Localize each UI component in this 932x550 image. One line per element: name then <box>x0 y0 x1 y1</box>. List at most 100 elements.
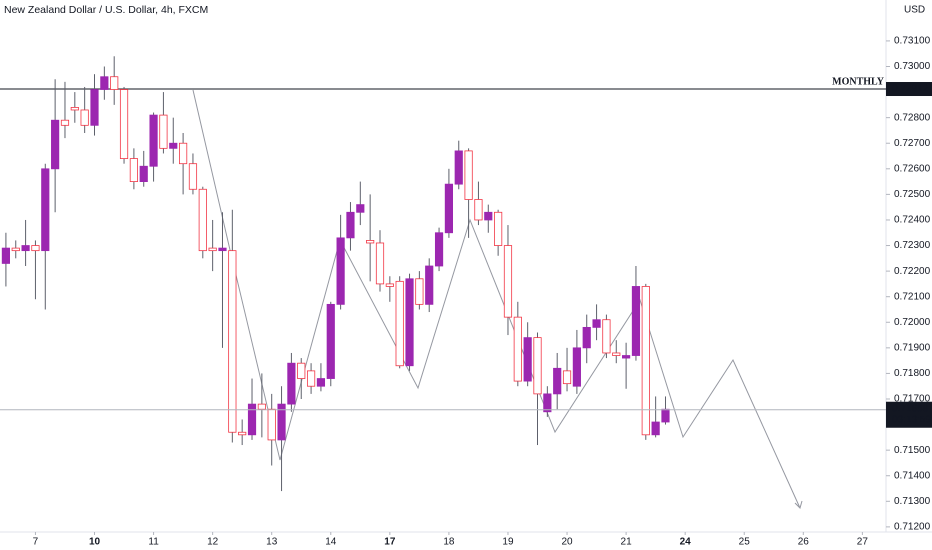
candle-body <box>553 367 562 395</box>
y-tick-label: 0.71200 <box>894 522 931 533</box>
y-tick-label: 0.72100 <box>894 291 931 302</box>
candle-body <box>129 158 138 182</box>
x-tick-label: 17 <box>384 537 396 548</box>
y-tick-label: 0.72200 <box>894 266 931 277</box>
level-label: 0.72912 <box>892 84 929 95</box>
candle-body <box>523 337 532 382</box>
candle-body <box>651 421 660 436</box>
y-tick-label: 0.72800 <box>894 112 931 123</box>
candle-body <box>218 247 227 252</box>
candle-body <box>513 316 522 382</box>
candle-body <box>31 245 40 252</box>
candle-body <box>592 319 601 328</box>
x-tick-label: 12 <box>207 537 219 548</box>
candle-body <box>297 362 306 379</box>
zigzag-drawing <box>192 89 801 509</box>
candle-body <box>228 250 237 433</box>
candle-body <box>90 89 99 126</box>
candle-body <box>336 237 345 305</box>
x-tick-label: 11 <box>148 537 159 548</box>
last-price-tag <box>886 401 932 428</box>
chart-title: New Zealand Dollar / U.S. Dollar, 4h, FX… <box>4 4 208 16</box>
y-tick-label: 0.72700 <box>894 138 931 149</box>
x-tick-label: 18 <box>443 537 455 548</box>
candle-body <box>247 403 257 436</box>
y-tick-label: 0.72000 <box>894 317 931 328</box>
candle-body <box>434 232 444 267</box>
candle-body <box>51 119 60 170</box>
currency-label: USD <box>904 5 925 16</box>
candle-body <box>149 114 158 167</box>
candle-body <box>267 408 276 441</box>
candle-body <box>454 150 463 185</box>
candle-body <box>60 119 70 126</box>
candle-body <box>41 168 50 252</box>
x-tick-label: 21 <box>621 537 633 548</box>
y-tick-label: 0.73000 <box>894 61 931 72</box>
candle-body <box>444 183 453 234</box>
candle-body <box>356 204 365 213</box>
candle-body <box>257 403 266 410</box>
candle-body <box>110 76 119 90</box>
y-tick-label: 0.72300 <box>894 240 931 251</box>
candle-body <box>159 114 168 149</box>
candle-body <box>366 240 375 244</box>
y-tick-label: 0.71400 <box>894 470 931 481</box>
candle-body <box>602 319 611 354</box>
last-price-label: 0.71658 <box>892 403 929 414</box>
candle-body <box>464 150 473 200</box>
candle-body <box>533 337 542 395</box>
y-tick-label: 0.71800 <box>894 368 931 379</box>
candle-body <box>1 247 10 264</box>
candle-body <box>385 283 394 287</box>
candle-body <box>543 393 552 413</box>
x-tick-label: 27 <box>857 537 869 548</box>
countdown-label: 03:13:59 <box>892 414 931 425</box>
y-tick-label: 0.71900 <box>894 342 931 353</box>
y-tick-label: 0.73100 <box>894 36 931 47</box>
candle-body <box>631 286 641 356</box>
x-tick-label: 25 <box>739 537 751 548</box>
y-tick-label: 0.71700 <box>894 394 931 405</box>
candle-body <box>494 211 503 246</box>
y-tick-label: 0.72600 <box>894 163 931 174</box>
candle-body <box>21 245 30 252</box>
x-tick-label: 20 <box>561 537 573 548</box>
candle-body <box>484 211 493 221</box>
candle-body <box>415 278 424 305</box>
y-tick-label: 0.72400 <box>894 215 931 226</box>
candle-body <box>287 362 296 405</box>
level-tag <box>886 82 932 97</box>
candle-body <box>277 403 286 441</box>
candle-body <box>11 247 20 252</box>
candle-body <box>572 347 581 387</box>
level-name: MONTHLY <box>832 76 885 87</box>
y-tick-label: 0.72500 <box>894 189 931 200</box>
currency-bg <box>892 2 932 18</box>
x-tick-label: 14 <box>325 537 337 548</box>
candle-body <box>306 370 316 387</box>
candle-body <box>326 303 335 379</box>
candle-body <box>612 352 621 356</box>
candle-body <box>188 163 198 190</box>
candle-body <box>139 165 148 182</box>
candle-body <box>474 199 483 221</box>
arrow-head <box>794 500 803 509</box>
candle-body <box>208 247 217 252</box>
x-tick-label: 10 <box>89 537 101 548</box>
candle-body <box>661 408 670 423</box>
candle-body <box>169 142 178 149</box>
candle-body <box>562 370 572 385</box>
candle-body <box>503 245 513 318</box>
candle-body <box>582 326 591 349</box>
candle-body <box>622 355 631 359</box>
candle-body <box>425 265 434 305</box>
candle-body <box>641 286 650 436</box>
candle-body <box>100 76 109 90</box>
candle-body <box>405 278 414 367</box>
x-tick-label: 26 <box>798 537 810 548</box>
x-tick-label: 24 <box>680 537 692 548</box>
candle-body <box>375 242 385 285</box>
